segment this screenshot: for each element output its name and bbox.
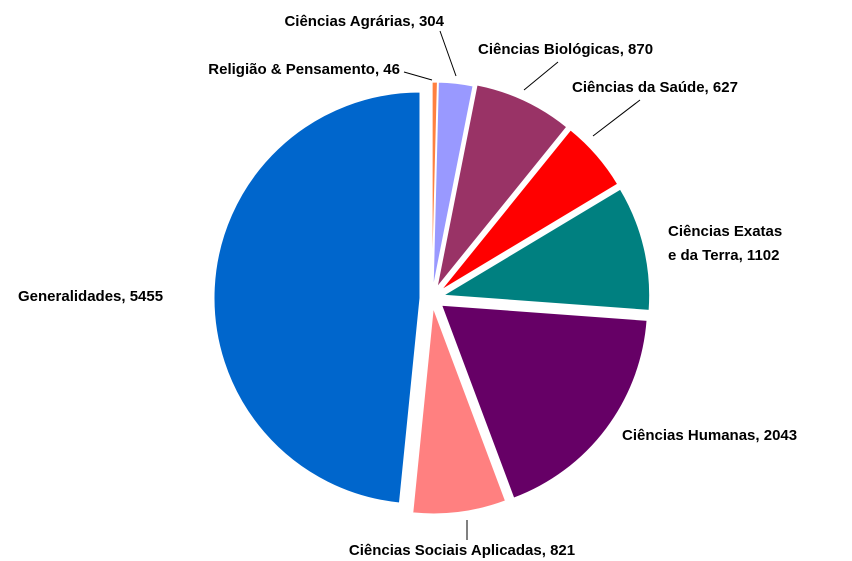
slice-label: Generalidades, 5455	[18, 288, 163, 305]
pie-slice	[431, 81, 438, 289]
label-line: Ciências Humanas, 2043	[622, 427, 797, 444]
pie-slice	[440, 304, 648, 499]
slice-label: Ciências Humanas, 2043	[622, 427, 797, 444]
slice-label: Ciências Exatas e da Terra, 1102	[668, 223, 782, 264]
label-line: Ciências Exatas	[668, 223, 782, 240]
label-line: Religião & Pensamento, 46	[208, 61, 400, 78]
label-line: Ciências da Saúde, 627	[572, 79, 738, 96]
pie-slice	[436, 84, 568, 288]
slice-label: Religião & Pensamento, 46	[208, 61, 400, 78]
pie-slice	[432, 81, 474, 289]
pie-slice	[442, 188, 651, 311]
pie-slice	[213, 91, 421, 504]
label-line: Ciências Sociais Aplicadas, 821	[349, 542, 575, 559]
pie-slice	[440, 129, 619, 291]
slice-label: Ciências Sociais Aplicadas, 821	[349, 542, 575, 559]
pie-slice	[412, 307, 507, 515]
label-line: Generalidades, 5455	[18, 288, 163, 305]
leader-line	[403, 71, 433, 81]
label-line: e da Terra, 1102	[668, 247, 779, 264]
label-line: Ciências Agrárias, 304	[284, 13, 444, 30]
label-line: Ciências Biológicas, 870	[478, 41, 653, 58]
leader-line	[592, 99, 641, 137]
slice-label: Ciências da Saúde, 627	[572, 79, 738, 96]
slice-label: Ciências Agrárias, 304	[284, 13, 444, 30]
leader-line	[523, 61, 559, 91]
slice-label: Ciências Biológicas, 870	[478, 41, 653, 58]
leader-line	[439, 30, 457, 77]
